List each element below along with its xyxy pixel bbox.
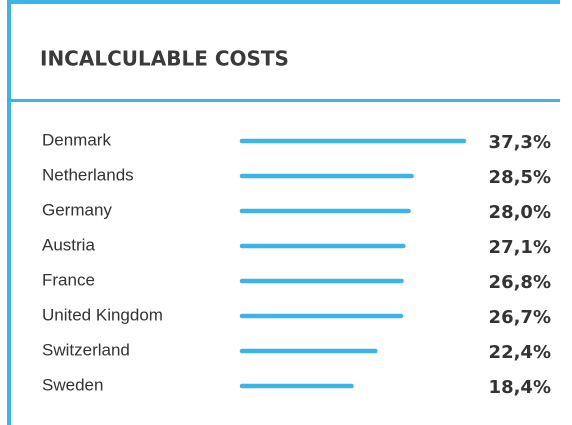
value-label: 27,1% bbox=[489, 237, 551, 258]
category-label: Switzerland bbox=[42, 340, 130, 359]
value-label: 37,3% bbox=[489, 132, 551, 153]
category-label: France bbox=[42, 270, 95, 289]
category-label: Germany bbox=[42, 200, 112, 219]
category-label: Denmark bbox=[42, 130, 111, 149]
card-top-border bbox=[8, 0, 560, 4]
value-label: 28,0% bbox=[489, 202, 551, 223]
value-label: 26,7% bbox=[489, 307, 551, 328]
value-label: 26,8% bbox=[489, 272, 551, 293]
value-label: 18,4% bbox=[489, 377, 551, 398]
value-label: 28,5% bbox=[489, 167, 551, 188]
category-label: Netherlands bbox=[42, 165, 134, 184]
category-label: Sweden bbox=[42, 375, 103, 394]
card-left-border bbox=[7, 0, 11, 425]
category-label: United Kingdom bbox=[42, 305, 163, 324]
value-label: 22,4% bbox=[489, 342, 551, 363]
category-label: Austria bbox=[42, 235, 95, 254]
header-divider bbox=[8, 99, 560, 102]
chart-title: INCALCULABLE COSTS bbox=[40, 47, 289, 71]
